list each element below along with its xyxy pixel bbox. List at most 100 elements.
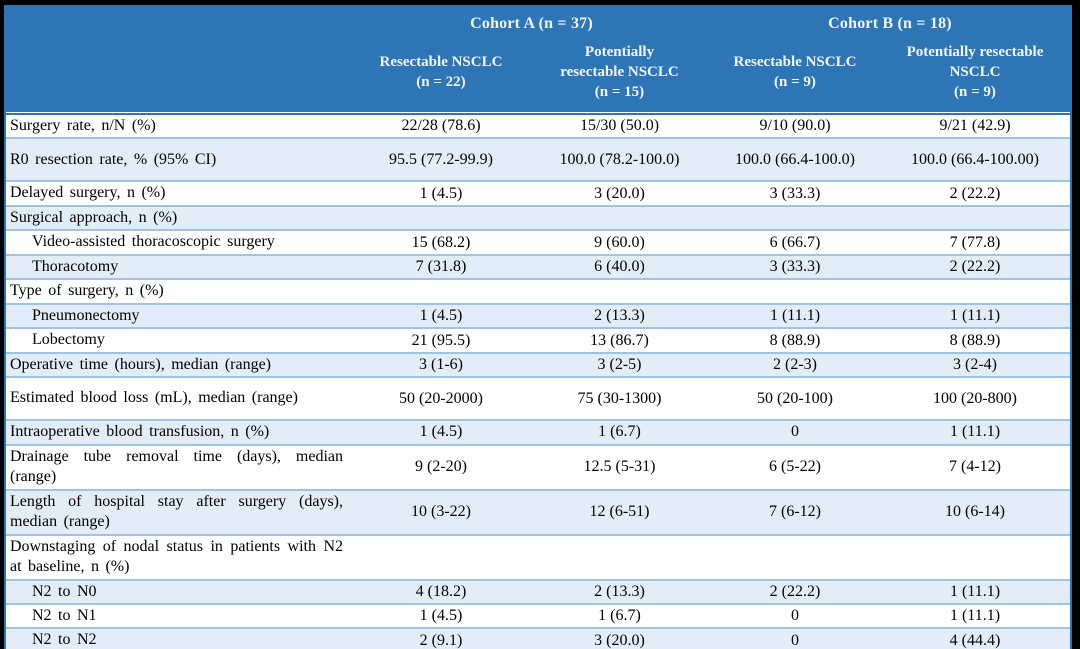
cell-value: 0 <box>791 423 799 441</box>
row-label: N2 to N2 <box>32 631 97 649</box>
cell-value: 100.0 (66.4-100.00) <box>911 150 1039 168</box>
cell-value: 2 (9.1) <box>419 631 463 649</box>
cell-value: 12 (6-51) <box>589 503 650 521</box>
cell-value: 12.5 (5-31) <box>583 458 656 476</box>
cell-value: 6 (66.7) <box>769 233 821 251</box>
cell-value: 8 (88.9) <box>769 331 821 349</box>
cell-value: 8 (88.9) <box>949 331 1001 349</box>
cell-value: 1 (11.1) <box>769 307 821 325</box>
cell-value: 1 (4.5) <box>419 184 463 202</box>
cell-value: 3 (33.3) <box>769 258 821 276</box>
cell-value: 6 (40.0) <box>594 258 645 276</box>
row-label: Estimated blood loss (mL), median (range… <box>10 389 298 407</box>
cell-value: 50 (20-2000) <box>399 389 483 407</box>
table-body: Surgery rate, n/N (%) 22/28 (78.6) 15/30 (… <box>6 113 1070 649</box>
row-label: N2 to N0 <box>32 582 97 600</box>
cell-value: 3 (2-4) <box>953 355 997 373</box>
cell-value: 15 (68.2) <box>411 233 471 251</box>
cell-value <box>880 556 1070 558</box>
row-label: Intraoperative blood transfusion, n (%) <box>10 423 270 441</box>
cell-value: 3 (2-5) <box>597 355 642 373</box>
table-row: Delayed surgery, n (%) 1 (4.5) 3 (20.0) 3 (… <box>6 180 1070 204</box>
table-row: Surgery rate, n/N (%) 22/28 (78.6) 15/30 (… <box>6 115 1070 137</box>
table-header: Cohort A (n = 37) Cohort B (n = 18) Rese… <box>6 7 1070 113</box>
table-row: Lobectomy 21 (95.5) 13 (86.7) 8 (88.9) 8 (88… <box>6 327 1070 351</box>
table-row: Video-assisted thoracoscopic surgery 15 (… <box>6 229 1070 253</box>
cell-value: 13 (86.7) <box>590 331 649 349</box>
row-label: R0 resection rate, % (95% CI) <box>10 150 217 168</box>
cell-value: 9/10 (90.0) <box>759 117 831 135</box>
cell-value <box>710 217 880 219</box>
table-row: Length of hospital stay after surgery (d… <box>6 488 1070 534</box>
cell-value: 4 (44.4) <box>949 631 1001 649</box>
row-label: Drainage tube removal time (days), media… <box>10 447 343 486</box>
cell-value: 1 (4.5) <box>419 423 463 441</box>
cell-value: 3 (33.3) <box>769 184 821 202</box>
cell-value: 0 <box>791 631 799 649</box>
cell-value: 1 (11.1) <box>949 307 1001 325</box>
table-row: N2 to N0 4 (18.2) 2 (13.3) 2 (22.2) 1 (11.1) <box>6 578 1070 603</box>
row-label: Lobectomy <box>32 331 105 349</box>
cell-value: 2 (22.2) <box>769 582 821 600</box>
column-header: Potentially resectable NSCLC (n = 15) <box>560 43 679 101</box>
cell-value: 3 (1-6) <box>419 355 463 373</box>
cohort-b-header: Cohort B (n = 18) <box>828 15 952 32</box>
cell-value: 100 (20-800) <box>933 389 1017 407</box>
cell-value: 4 (18.2) <box>415 582 467 600</box>
surgical-outcomes-table: Cohort A (n = 37) Cohort B (n = 18) Rese… <box>4 5 1072 649</box>
cell-value: 2 (22.2) <box>949 184 1001 202</box>
row-label: Video-assisted thoracoscopic surgery <box>32 233 275 251</box>
column-header: Potentially resectable NSCLC (n = 9) <box>906 43 1044 101</box>
row-label: Operative time (hours), median (range) <box>10 355 272 373</box>
cell-value: 3 (20.0) <box>594 184 645 202</box>
cell-value: 15/30 (50.0) <box>579 117 660 135</box>
table-row: N2 to N1 1 (4.5) 1 (6.7) 0 1 (11.1) <box>6 602 1070 627</box>
table-row: R0 resection rate, % (95% CI) 95.5 (77.2-… <box>6 137 1070 181</box>
cell-value: 2 (13.3) <box>594 307 645 325</box>
cell-value: 10 (6-14) <box>945 503 1005 521</box>
table-row: Pneumonectomy 1 (4.5) 2 (13.3) 1 (11.1) 1 (1… <box>6 302 1070 328</box>
table-row: Intraoperative blood transfusion, n (%) 1… <box>6 419 1070 444</box>
cell-value: 50 (20-100) <box>757 389 833 407</box>
table-row: Thoracotomy 7 (31.8) 6 (40.0) 3 (33.3) 2 (22… <box>6 253 1070 279</box>
column-header: Resectable NSCLC (n = 22) <box>379 53 503 90</box>
cell-value: 1 (4.5) <box>419 607 463 625</box>
cell-value <box>353 217 529 219</box>
cell-value: 1 (11.1) <box>949 582 1001 600</box>
cell-value <box>880 217 1070 219</box>
cell-value: 2 (13.3) <box>594 582 645 600</box>
table-row: Drainage tube removal time (days), media… <box>6 443 1070 489</box>
table-row: Type of surgery, n (%) <box>6 278 1070 302</box>
cell-value: 100.0 (78.2-100.0) <box>559 150 680 168</box>
cell-value: 7 (6-12) <box>769 503 821 521</box>
column-header: Resectable NSCLC (n = 9) <box>733 53 857 90</box>
cell-value: 1 (4.5) <box>419 307 463 325</box>
cell-value: 7 (77.8) <box>949 233 1001 251</box>
cell-value: 2 (22.2) <box>949 258 1001 276</box>
cell-value: 1 (11.1) <box>949 423 1001 441</box>
table-row: Surgical approach, n (%) <box>6 204 1070 230</box>
table-row: Operative time (hours), median (range) 3 … <box>6 351 1070 377</box>
row-label: N2 to N1 <box>32 606 97 624</box>
cell-value <box>529 217 710 219</box>
row-label: Pneumonectomy <box>32 306 140 324</box>
cell-value: 6 (5-22) <box>769 458 821 476</box>
row-label: Surgery rate, n/N (%) <box>10 117 156 134</box>
row-label: Delayed surgery, n (%) <box>10 184 166 202</box>
column-header-row: Resectable NSCLC (n = 22) Potentially resec… <box>6 36 1070 112</box>
cell-value: 9/21 (42.9) <box>939 117 1011 135</box>
cell-value: 21 (95.5) <box>411 331 471 349</box>
cell-value: 9 (60.0) <box>594 233 645 251</box>
cell-value: 0 <box>791 607 799 625</box>
cell-value <box>529 291 710 293</box>
table-row: Downstaging of nodal status in patients … <box>6 533 1070 579</box>
cell-value <box>710 556 880 558</box>
cell-value: 1 (6.7) <box>598 607 641 625</box>
cell-value <box>353 291 529 293</box>
cell-value: 2 (2-3) <box>773 355 817 373</box>
cell-value <box>880 291 1070 293</box>
cell-value <box>710 291 880 293</box>
cohort-a-header: Cohort A (n = 37) <box>470 15 593 32</box>
cell-value: 75 (30-1300) <box>577 389 662 407</box>
